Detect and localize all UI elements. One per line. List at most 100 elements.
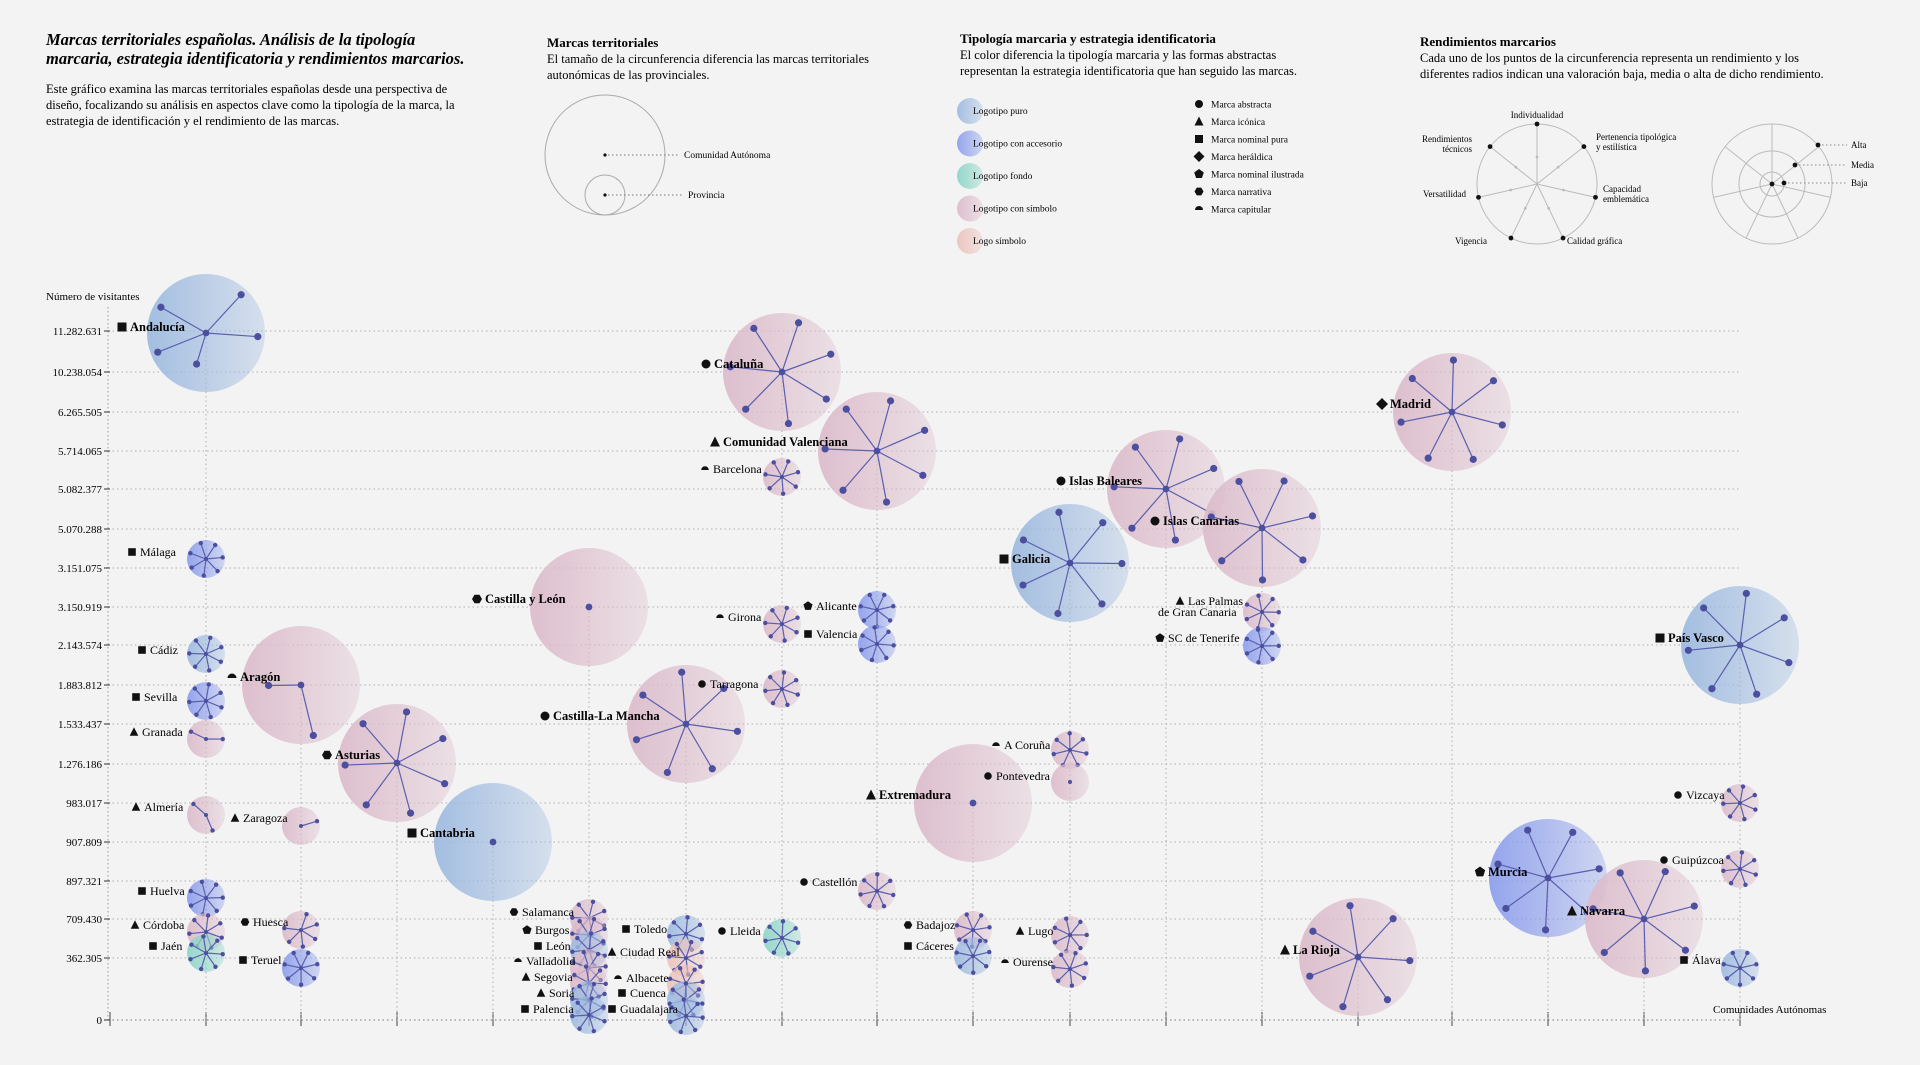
perf-dot	[1754, 962, 1759, 967]
perf-spoke	[1349, 905, 1359, 958]
perf-spoke	[1643, 918, 1686, 951]
bubble-navarra	[1585, 860, 1703, 978]
label-galicia: Galicia	[999, 552, 1051, 566]
perf-spoke	[781, 672, 785, 690]
perf-dot	[595, 951, 601, 957]
perf-dot	[1494, 860, 1502, 868]
perf-spoke	[1643, 871, 1666, 920]
perf-dot	[1397, 418, 1405, 426]
perf-spoke	[964, 940, 974, 957]
perf-dot	[439, 735, 447, 743]
strategy-pentagon-icon	[803, 601, 813, 610]
perf-spoke	[1057, 562, 1071, 614]
strategy-triangle-icon	[607, 947, 617, 956]
strategy-square-icon	[132, 693, 140, 701]
perf-dot	[590, 899, 596, 904]
bubble-huelva	[187, 879, 225, 917]
bubble-center	[780, 622, 784, 626]
strategy-triangle-icon	[1280, 944, 1290, 955]
perf-spoke	[681, 672, 687, 725]
bubble-label: Pontevedra	[996, 769, 1051, 783]
perf-spoke	[956, 951, 974, 957]
perf-spoke	[781, 679, 797, 690]
strategy-circle-icon	[698, 680, 706, 688]
perf-dot	[575, 1000, 580, 1005]
perf-spoke	[876, 609, 891, 621]
perf-dot	[191, 801, 196, 807]
perf-dot	[670, 987, 676, 992]
perf-dot	[1052, 940, 1058, 945]
perf-dot	[794, 677, 799, 683]
perf-spoke	[685, 1015, 703, 1019]
perf-spoke	[160, 306, 207, 334]
perf-spoke	[1739, 859, 1755, 870]
perf-dot	[189, 565, 194, 570]
label-guadalajara: Guadalajara	[608, 1002, 679, 1016]
perf-dot	[603, 981, 608, 987]
bubble-label: Álava	[1692, 953, 1721, 967]
x-axis-label: Comunidades Autónomas	[1713, 1004, 1826, 1016]
bubble-huesca	[282, 911, 320, 949]
perf-dot	[362, 801, 370, 809]
perf-dot	[1280, 477, 1288, 485]
label-a-coruna: A Coruña	[992, 738, 1051, 752]
perf-spoke	[1427, 411, 1453, 459]
perf-dot	[921, 426, 929, 434]
perf-spoke	[781, 476, 784, 494]
perf-spoke	[685, 957, 701, 968]
perf-dot	[771, 950, 777, 955]
perf-dot	[859, 647, 864, 653]
label-cadiz: Cádiz	[138, 643, 178, 657]
perf-dot	[570, 1013, 575, 1019]
bubble-center	[204, 930, 208, 934]
perf-spoke	[769, 476, 783, 489]
radar-level-label: Media	[1851, 160, 1874, 170]
type-legend-label: Logotipo puro	[973, 107, 1028, 117]
perf-dot	[359, 720, 367, 728]
perf-spoke	[588, 970, 601, 984]
perf-spoke	[770, 623, 783, 637]
perf-spoke	[1165, 488, 1176, 541]
label-albacete: Albacete	[614, 971, 669, 985]
y-tick-label: 907.809	[66, 837, 102, 849]
strategy-square-icon	[904, 942, 912, 950]
radar-axis-label: Individualidad	[1511, 110, 1564, 120]
label-cuenca: Cuenca	[618, 986, 667, 1000]
perf-spoke	[1058, 512, 1071, 564]
perf-spoke	[205, 692, 221, 702]
perf-dot	[964, 912, 969, 917]
strategy-circle-icon	[1660, 856, 1668, 864]
perf-spoke	[1451, 360, 1455, 413]
strategy-legend-label: Marca nominal ilustrada	[1211, 171, 1305, 181]
perf-spoke	[1732, 952, 1741, 969]
perf-dot	[189, 942, 194, 947]
bubble-center	[1068, 748, 1072, 752]
perf-dot	[1078, 945, 1083, 951]
bubble-barcelona	[763, 458, 801, 496]
perf-spoke	[874, 627, 878, 645]
intro-text: estrategia de identificación y el rendim…	[46, 114, 339, 128]
y-tick-label: 5.714.065	[58, 446, 103, 458]
perf-dot	[954, 923, 960, 928]
bubble-zaragoza	[282, 807, 320, 845]
perf-dot	[1258, 576, 1267, 584]
label-zaragoza: Zaragoza	[230, 811, 288, 825]
perf-spoke	[1134, 446, 1167, 490]
radar-axis-label: emblemática	[1603, 194, 1649, 204]
bubble-center	[393, 759, 401, 767]
perf-spoke	[396, 711, 408, 764]
perf-spoke	[871, 643, 878, 661]
perf-dot	[210, 828, 215, 833]
perf-spoke	[685, 951, 702, 959]
bubble-alicante	[858, 591, 896, 629]
perf-dot	[214, 908, 219, 914]
strategy-half-icon	[716, 614, 724, 618]
perf-dot	[827, 350, 835, 358]
bubble-label: Extremadura	[879, 788, 952, 802]
perf-spoke	[1131, 488, 1167, 529]
perf-spoke	[157, 332, 207, 353]
perf-dot	[1569, 828, 1577, 836]
perf-spoke	[781, 927, 796, 939]
perf-spoke	[825, 448, 878, 452]
radar-spoke	[1771, 183, 1799, 239]
